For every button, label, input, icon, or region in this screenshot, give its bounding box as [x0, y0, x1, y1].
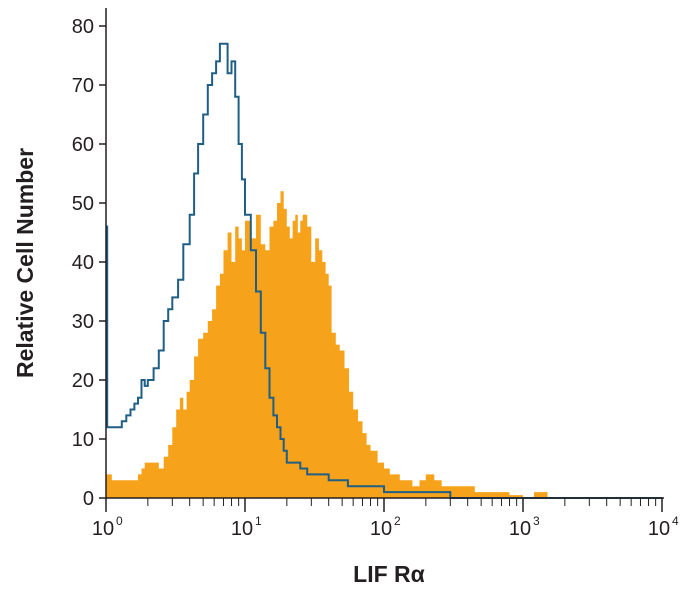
y-tick-label: 10 [72, 429, 94, 451]
y-tick-label: 20 [72, 370, 94, 392]
y-axis-title: Relative Cell Number [12, 148, 38, 378]
x-tick-label: 10 [370, 518, 392, 540]
y-tick-label: 80 [72, 16, 94, 38]
axes-layer [105, 8, 664, 499]
x-tick-label: 10 [648, 518, 670, 540]
x-tick-label: 10 [509, 518, 531, 540]
y-tick-label: 60 [72, 134, 94, 156]
y-tick-label: 40 [72, 252, 94, 274]
x-tick-exponent: 3 [533, 514, 540, 528]
y-tick-label: 30 [72, 311, 94, 333]
series-1-outline-histogram [106, 42, 662, 499]
y-tick-label: 0 [83, 488, 94, 510]
x-tick-label: 10 [231, 518, 253, 540]
x-tick-exponent: 2 [394, 514, 401, 528]
y-tick-label: 50 [72, 193, 94, 215]
x-axis-title: LIF Rα [353, 561, 425, 587]
x-tick-exponent: 1 [255, 514, 262, 528]
y-tick-label: 70 [72, 75, 94, 97]
x-tick-label: 10 [92, 518, 114, 540]
x-tick-exponent: 0 [116, 514, 123, 528]
x-tick-exponent: 4 [672, 514, 679, 528]
series-layer [106, 42, 662, 499]
series-0-filled-histogram [106, 191, 662, 498]
